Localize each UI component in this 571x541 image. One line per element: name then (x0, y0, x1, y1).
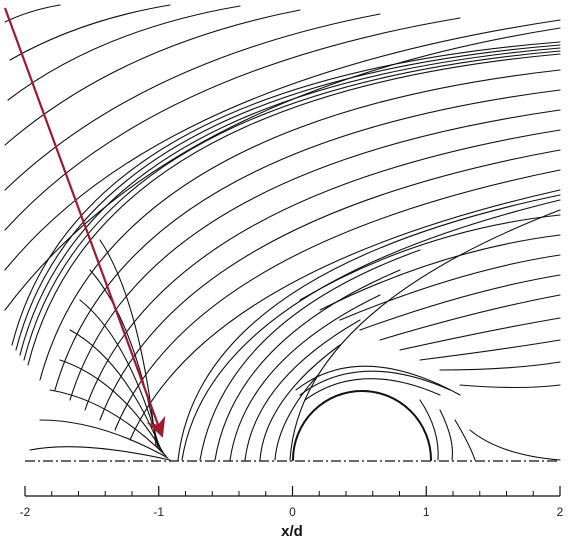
streamline (4, 4, 61, 23)
streamline (295, 365, 461, 396)
inner-arcs (39, 69, 561, 441)
streamline (299, 214, 561, 301)
streamline (199, 249, 421, 461)
streamline (15, 44, 561, 351)
streamline (84, 129, 561, 411)
tick-labels: -2 -1 0 1 2 (20, 505, 564, 519)
streamline (229, 294, 381, 461)
tick-label: 0 (289, 505, 296, 519)
streamline (439, 409, 454, 461)
streamline (439, 361, 561, 371)
streamline (459, 384, 561, 389)
streamline (454, 419, 476, 461)
streamline (4, 27, 561, 311)
streamline (4, 13, 381, 191)
streamline (319, 234, 561, 311)
streamline (39, 419, 169, 459)
streamline (274, 374, 319, 461)
streamline (4, 19, 561, 271)
streamline (7, 5, 241, 101)
streamline (19, 47, 561, 356)
streamline (23, 50, 561, 361)
streamline (99, 239, 157, 447)
streamline (289, 209, 561, 461)
cylinder-outline (292, 390, 432, 461)
streamline (54, 89, 561, 391)
upper-right-flow (299, 214, 561, 389)
major-ticks (24, 486, 561, 496)
streamline (4, 17, 461, 231)
minor-ticks (51, 491, 534, 496)
streamline (59, 359, 165, 455)
streamline (399, 317, 561, 351)
streamline (69, 109, 561, 401)
streamline (11, 41, 561, 346)
tick-label: 2 (557, 505, 564, 519)
streamline (419, 399, 439, 461)
streamline (181, 199, 561, 461)
converging-lines (29, 239, 171, 461)
annotation-arrow (3, 7, 166, 438)
streamline (304, 378, 441, 401)
streamline (419, 339, 561, 361)
streamline (39, 69, 561, 381)
cylinder (292, 365, 561, 461)
shock-band (11, 41, 561, 366)
plot-area (4, 4, 561, 462)
streamline (129, 189, 561, 441)
x-axis-title: x/d (281, 523, 303, 540)
streamline (4, 9, 301, 146)
streamline (299, 370, 451, 396)
streamline (49, 389, 167, 457)
streamline (259, 344, 341, 461)
tick-label: -2 (20, 505, 31, 519)
streamline (29, 446, 171, 461)
x-axis: -2 -1 0 1 2 x/d (20, 486, 564, 540)
streamline (114, 169, 561, 431)
streamline (9, 4, 171, 61)
tick-label: -1 (153, 505, 164, 519)
tick-label: 1 (423, 505, 430, 519)
streamline (177, 194, 561, 461)
streamline (214, 269, 401, 461)
streamline (99, 149, 561, 421)
streamline (379, 294, 561, 341)
middle-bubble (177, 194, 561, 461)
streamline (244, 319, 361, 461)
streamline (339, 254, 561, 321)
streamline (27, 53, 561, 366)
streamline (359, 274, 561, 331)
streamline (469, 429, 561, 461)
